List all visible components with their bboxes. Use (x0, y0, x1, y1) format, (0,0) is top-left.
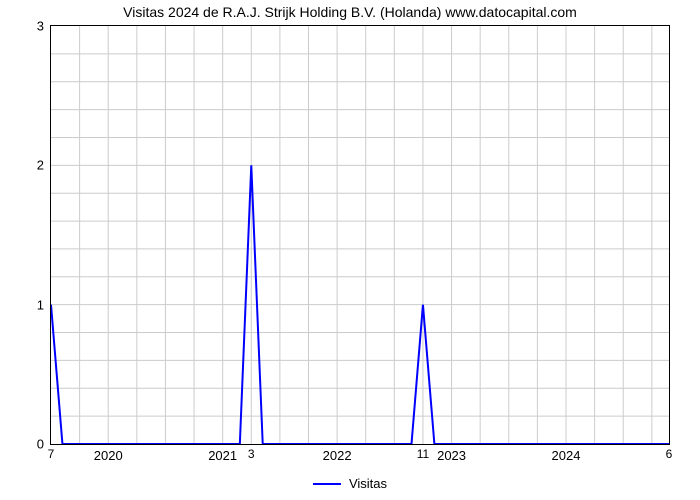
x-tick-label: 2021 (208, 448, 237, 463)
x-tick-label: 2020 (94, 448, 123, 463)
x-tick-label: 2024 (552, 448, 581, 463)
legend-label: Visitas (349, 476, 387, 491)
x-tick-label: 2023 (437, 448, 466, 463)
plot-svg (51, 26, 669, 444)
bottom-annotation: 7 (48, 447, 55, 461)
bottom-annotation: 3 (248, 447, 255, 461)
bottom-annotation: 6 (666, 447, 673, 461)
bottom-annotation: 11 (417, 447, 429, 461)
legend: Visitas (0, 475, 700, 491)
gridlines (51, 26, 669, 444)
y-tick-label: 1 (4, 297, 44, 312)
y-tick-label: 0 (4, 437, 44, 452)
plot-area (50, 25, 670, 445)
y-tick-label: 2 (4, 158, 44, 173)
x-tick-label: 2022 (323, 448, 352, 463)
legend-swatch (313, 483, 341, 485)
y-tick-label: 3 (4, 19, 44, 34)
chart-title: Visitas 2024 de R.A.J. Strijk Holding B.… (0, 4, 700, 20)
chart-container: Visitas 2024 de R.A.J. Strijk Holding B.… (0, 0, 700, 500)
